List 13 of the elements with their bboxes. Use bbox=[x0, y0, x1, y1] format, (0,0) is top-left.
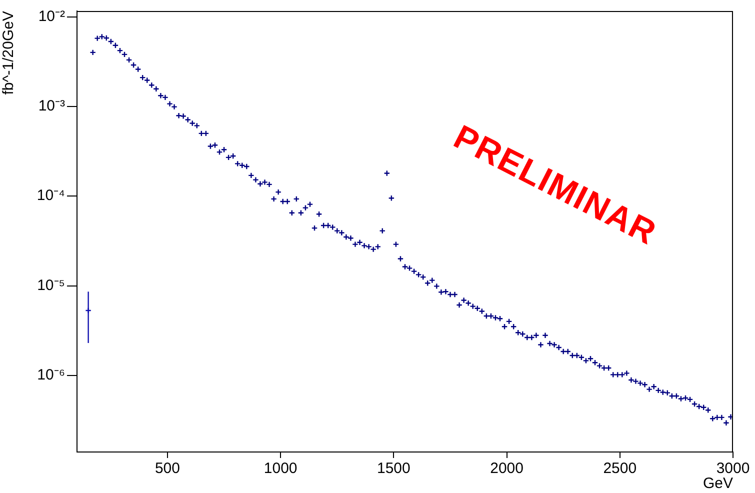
x-tick-label: 1000 bbox=[264, 460, 298, 478]
x-tick-label: 500 bbox=[154, 460, 180, 478]
y-tick-label: 10⁻⁴ bbox=[36, 187, 65, 204]
y-tick-label: 10⁻⁶ bbox=[37, 366, 65, 384]
x-tick-label: 3000 bbox=[716, 460, 750, 478]
y-tick-label: 10⁻⁵ bbox=[37, 276, 65, 294]
y-tick-label: 10⁻² bbox=[38, 8, 65, 25]
y-tick-label: 10⁻³ bbox=[38, 98, 65, 115]
x-tick-label: 2000 bbox=[490, 460, 524, 478]
x-tick-label: 1500 bbox=[377, 460, 410, 478]
y-axis-title: fb^-1/20GeV bbox=[0, 11, 18, 95]
x-tick-label: 2500 bbox=[603, 460, 637, 478]
x-axis-title: GeV bbox=[702, 475, 733, 492]
